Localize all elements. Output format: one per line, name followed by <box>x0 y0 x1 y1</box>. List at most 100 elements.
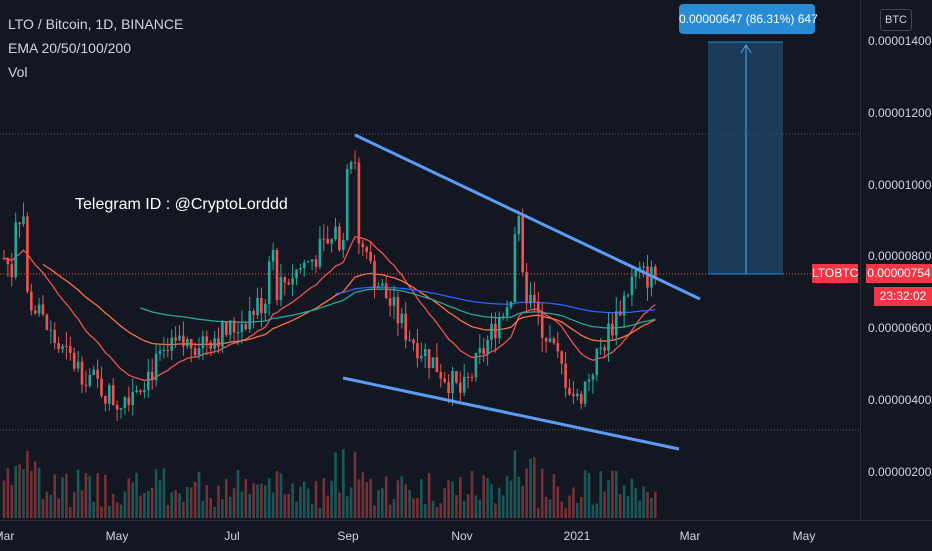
volume-bar <box>338 492 341 518</box>
volume-bars <box>2 449 657 518</box>
legend-volume[interactable]: Vol <box>8 64 28 80</box>
volume-bar <box>579 497 583 518</box>
volume-bar <box>299 487 302 518</box>
candle-body <box>111 385 115 405</box>
legend-indicator[interactable]: EMA 20/50/100/200 <box>8 40 131 56</box>
candle-body <box>306 261 310 263</box>
candle-body <box>427 349 431 368</box>
candle-body <box>474 352 478 378</box>
volume-bar <box>583 470 587 518</box>
volume-bar <box>41 499 45 518</box>
x-tick-label: Nov <box>451 529 473 543</box>
volume-bar <box>264 485 267 518</box>
candle-body <box>291 278 294 285</box>
volume-bar <box>400 476 404 518</box>
volume-bar <box>221 499 224 518</box>
candle-body <box>505 307 509 317</box>
candle-body <box>108 385 111 404</box>
candle-body <box>150 371 154 381</box>
candle-body <box>178 335 181 341</box>
candle-body <box>154 353 158 381</box>
candle-body <box>357 162 361 244</box>
volume-bar <box>10 484 14 518</box>
volume-bar <box>462 500 466 518</box>
candle-body <box>521 216 524 273</box>
measure-label[interactable]: 0.00000647 (86.31%) 647 <box>679 4 818 34</box>
volume-bar <box>638 500 641 518</box>
volume-bar <box>154 469 158 518</box>
volume-bar <box>143 492 146 518</box>
time-scale[interactable] <box>0 520 932 551</box>
y-tick-label: 0.00000200 <box>868 465 932 479</box>
volume-bar <box>369 478 372 518</box>
candle-body <box>158 350 162 354</box>
volume-bar <box>96 473 99 518</box>
volume-bar <box>505 476 509 518</box>
candle-body <box>431 357 435 368</box>
currency-badge[interactable]: BTC <box>880 9 912 31</box>
volume-bar <box>646 491 649 518</box>
candle-body <box>494 323 497 339</box>
candle-body <box>189 339 193 349</box>
candle-body <box>267 261 271 304</box>
volume-bar <box>525 468 528 518</box>
candle-body <box>470 377 474 379</box>
volume-bar <box>443 488 446 518</box>
candle-body <box>564 363 567 388</box>
volume-bar <box>630 478 634 518</box>
candle-body <box>314 259 318 267</box>
volume-bar <box>455 494 458 518</box>
volume-bar <box>494 503 497 518</box>
candle-body <box>228 320 232 335</box>
volume-bar <box>377 489 380 518</box>
volume-bar <box>84 473 88 518</box>
volume-bar <box>174 490 177 518</box>
x-tick-label: 2021 <box>563 529 591 543</box>
candle-body <box>14 222 17 278</box>
volume-bar <box>556 486 560 518</box>
volume-bar <box>552 474 556 518</box>
candle-body <box>556 343 560 352</box>
volume-bar <box>14 466 17 518</box>
volume-bar <box>225 478 228 518</box>
candle-body <box>420 356 423 359</box>
candle-body <box>373 261 376 288</box>
volume-bar <box>509 480 513 518</box>
volume-bar <box>287 493 290 518</box>
volume-bar <box>365 482 368 518</box>
candle-body <box>6 258 10 265</box>
candle-body <box>69 346 72 353</box>
volume-bar <box>603 491 606 518</box>
candle-body <box>462 376 466 393</box>
volume-bar <box>568 495 571 518</box>
trendline-upper <box>354 133 701 301</box>
volume-bar <box>65 473 68 518</box>
candle-body <box>591 375 595 380</box>
volume-bar <box>607 480 610 518</box>
candle-body <box>540 311 544 339</box>
volume-bar <box>318 507 322 518</box>
volume-bar <box>486 477 489 518</box>
volume-bar <box>100 506 103 518</box>
candle-body <box>26 216 29 292</box>
volume-bar <box>357 479 361 518</box>
candle-body <box>642 266 645 268</box>
volume-bar <box>158 479 162 518</box>
candle-body <box>49 329 53 331</box>
candle-body <box>451 371 454 394</box>
volume-bar <box>267 478 271 518</box>
candle-body <box>435 357 439 373</box>
volume-bar <box>529 458 532 518</box>
volume-bar <box>166 504 170 518</box>
volume-bar <box>182 501 185 518</box>
telegram-annotation[interactable]: Telegram ID : @CryptoLorddd <box>75 196 288 213</box>
candle-body <box>622 295 626 316</box>
volume-bar <box>322 477 326 518</box>
candle-body <box>45 314 49 330</box>
volume-bar <box>236 470 240 518</box>
candle-body <box>447 382 450 394</box>
volume-bar <box>533 457 536 518</box>
price-scale[interactable] <box>860 0 932 520</box>
legend-title[interactable]: LTO / Bitcoin, 1D, BINANCE <box>8 16 184 32</box>
